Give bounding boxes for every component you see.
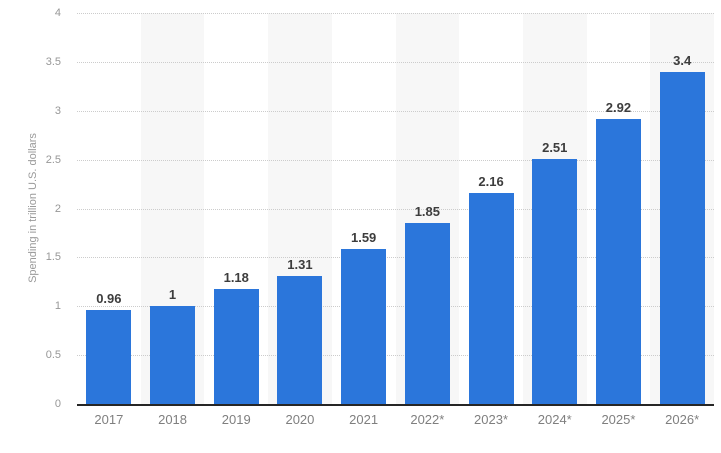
bar-2017[interactable] bbox=[86, 310, 132, 404]
bar-2018[interactable] bbox=[150, 306, 196, 404]
value-label: 1.59 bbox=[350, 229, 377, 245]
gridline bbox=[77, 208, 714, 210]
value-label: 1.31 bbox=[287, 256, 313, 272]
bar-2026[interactable] bbox=[659, 71, 705, 404]
y-tick-label: 3.5 bbox=[45, 55, 61, 68]
value-label: 1.85 bbox=[414, 204, 440, 220]
bar-2024[interactable] bbox=[532, 158, 578, 404]
value-label: 2.16 bbox=[478, 173, 504, 189]
x-tick-label: 2026* bbox=[665, 412, 700, 427]
x-tick-label: 2018 bbox=[158, 412, 188, 427]
value-label: 2.92 bbox=[605, 99, 632, 115]
y-tick-label: 2 bbox=[54, 202, 61, 215]
x-tick-label: 2024* bbox=[537, 412, 572, 427]
gridline bbox=[77, 110, 714, 112]
value-label: 3.4 bbox=[673, 52, 692, 68]
value-label: 1 bbox=[168, 287, 177, 303]
y-tick-label: 0.5 bbox=[45, 349, 61, 362]
gridline bbox=[77, 257, 714, 259]
x-tick-label: 2021 bbox=[349, 412, 379, 427]
bar-2022[interactable] bbox=[404, 223, 450, 404]
x-tick-label: 2020 bbox=[285, 412, 315, 427]
gridline bbox=[77, 13, 714, 14]
x-tick-label: 2017 bbox=[94, 412, 124, 427]
gridline bbox=[77, 61, 714, 63]
y-tick-label: 4 bbox=[54, 7, 61, 19]
y-tick-label: 2.5 bbox=[45, 153, 61, 166]
bar-2019[interactable] bbox=[213, 288, 259, 404]
y-tick-label: 0 bbox=[54, 398, 61, 410]
x-tick-label: 2019 bbox=[221, 412, 251, 427]
bar-2025[interactable] bbox=[595, 118, 641, 404]
y-tick-label: 1.5 bbox=[45, 251, 61, 264]
gridline bbox=[77, 306, 714, 308]
bar-2023[interactable] bbox=[468, 192, 514, 404]
value-label: 0.96 bbox=[96, 291, 122, 307]
x-tick-label: 2022* bbox=[410, 412, 445, 427]
y-tick-label: 1 bbox=[54, 300, 61, 313]
gridline bbox=[77, 159, 714, 161]
plot-area: 0.96 1 1.18 1.31 1.59 1.85 2.16 2.51 2.92 3.4 bbox=[77, 13, 714, 406]
y-tick-label: 3 bbox=[54, 104, 61, 117]
value-label: 1.18 bbox=[223, 269, 249, 285]
bar-2020[interactable] bbox=[277, 275, 323, 404]
value-label: 2.51 bbox=[542, 139, 568, 155]
x-tick-label: 2025* bbox=[601, 412, 636, 427]
x-tick-label: 2023* bbox=[474, 412, 509, 427]
bar-2021[interactable] bbox=[341, 248, 387, 404]
gridline bbox=[77, 355, 714, 357]
